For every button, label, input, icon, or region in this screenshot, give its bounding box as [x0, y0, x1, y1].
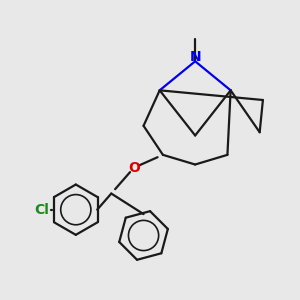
Text: Cl: Cl	[34, 203, 49, 217]
Text: O: O	[128, 161, 140, 175]
Text: N: N	[189, 50, 201, 64]
